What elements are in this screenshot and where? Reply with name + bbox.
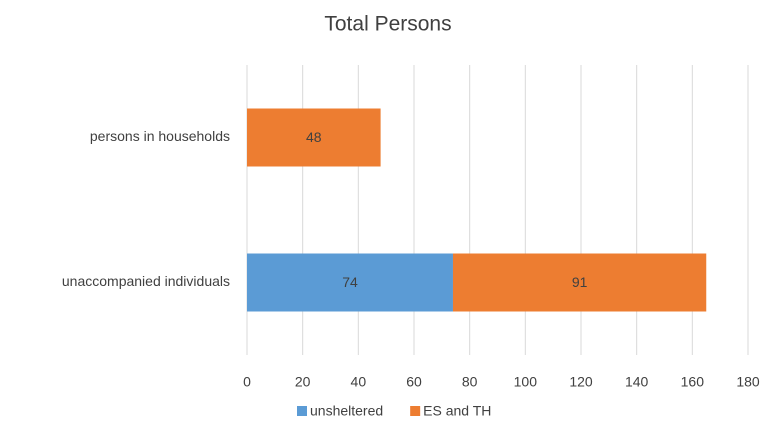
x-tick-label: 180 bbox=[736, 374, 760, 390]
x-tick-label: 40 bbox=[351, 374, 367, 390]
legend-label: ES and TH bbox=[423, 403, 491, 419]
bar-segment bbox=[247, 253, 453, 312]
x-tick-label: 120 bbox=[569, 374, 593, 390]
legend-swatch bbox=[410, 406, 421, 416]
data-label: 91 bbox=[572, 274, 588, 290]
y-tick-label: unaccompanied individuals bbox=[62, 273, 230, 289]
x-tick-label: 140 bbox=[625, 374, 649, 390]
legend-swatch bbox=[297, 406, 307, 416]
data-label: 48 bbox=[306, 129, 322, 145]
x-tick-label: 100 bbox=[514, 374, 538, 390]
chart-title: Total Persons bbox=[324, 13, 451, 36]
x-tick-label: 0 bbox=[243, 374, 251, 390]
x-tick-label: 80 bbox=[462, 374, 478, 390]
y-tick-label: persons in households bbox=[90, 128, 230, 144]
data-label: 74 bbox=[342, 274, 358, 290]
bar-segment bbox=[247, 108, 381, 167]
legend-label: unsheltered bbox=[310, 403, 383, 419]
x-tick-label: 160 bbox=[681, 374, 705, 390]
bar-segment bbox=[452, 253, 707, 312]
x-tick-label: 60 bbox=[406, 374, 422, 390]
x-tick-label: 20 bbox=[295, 374, 311, 390]
